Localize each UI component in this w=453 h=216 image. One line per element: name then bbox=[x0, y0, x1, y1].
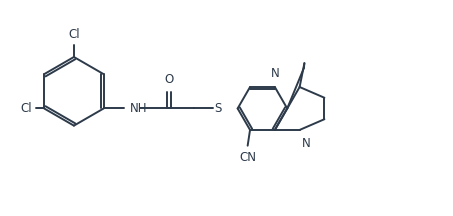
Text: N: N bbox=[270, 67, 279, 80]
Text: NH: NH bbox=[130, 102, 148, 115]
Text: Cl: Cl bbox=[20, 102, 32, 115]
Text: CN: CN bbox=[239, 151, 256, 164]
Text: N: N bbox=[302, 137, 311, 150]
Text: S: S bbox=[214, 102, 222, 115]
Text: Cl: Cl bbox=[68, 28, 80, 41]
Text: O: O bbox=[164, 73, 173, 86]
